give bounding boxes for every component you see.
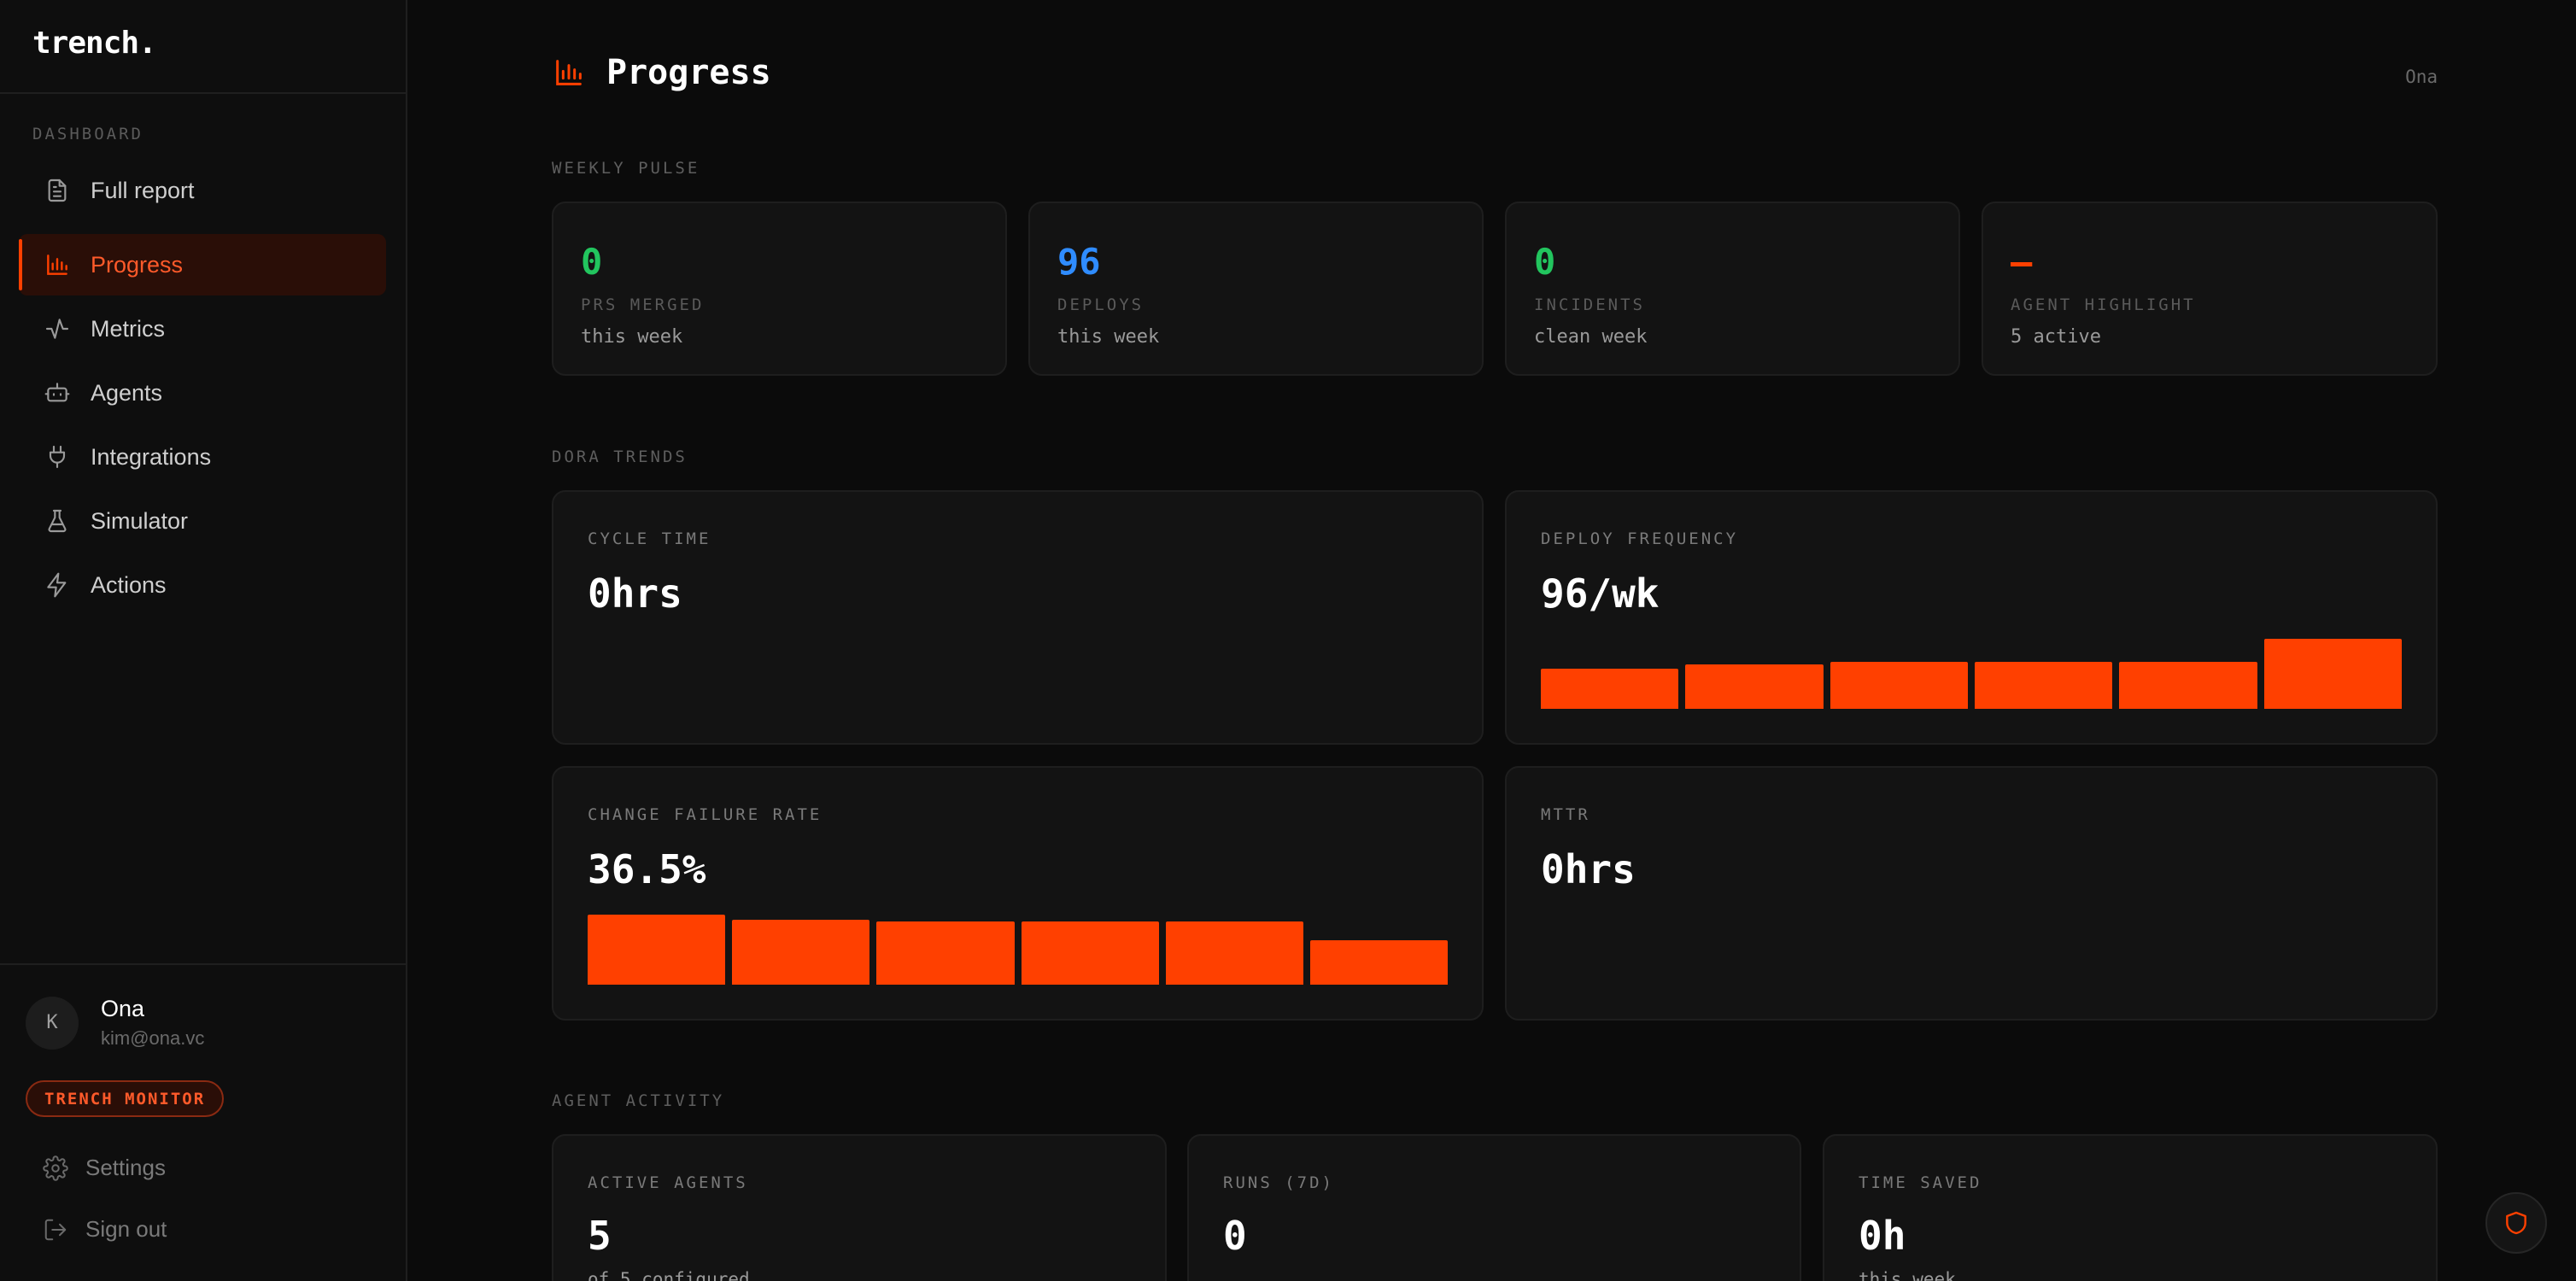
zap-icon (43, 570, 72, 600)
settings-label: Settings (85, 1155, 166, 1180)
user-email: kim@ona.vc (101, 1027, 205, 1049)
pulse-sub: clean week (1534, 326, 1648, 348)
dora-card-deploy-frequency: DEPLOY FREQUENCY 96/wk (1505, 490, 2438, 745)
bar-chart-icon (43, 250, 72, 279)
spark-bar (1021, 921, 1159, 985)
dora-value: 36.5% (588, 846, 706, 892)
spark-bar (876, 921, 1015, 985)
header-user[interactable]: Ona (2405, 67, 2438, 87)
dora-label: MTTR (1541, 805, 1590, 824)
sidebar-item-label: Agents (91, 379, 163, 406)
dora-label: CYCLE TIME (588, 529, 711, 548)
dora-card-change-failure-rate: CHANGE FAILURE RATE 36.5% (552, 766, 1484, 1021)
activity-card-runs: RUNS (7D) 0 (1187, 1134, 1801, 1281)
dora-label: DEPLOY FREQUENCY (1541, 529, 1739, 548)
sidebar-item-label: Full report (91, 177, 195, 203)
activity-card-time-saved: TIME SAVED 0h this week (1823, 1134, 2438, 1281)
bar-chart-icon (556, 60, 582, 85)
spark-bar (1830, 662, 1968, 709)
page-title: Progress (552, 53, 771, 92)
pulse-label: PRS MERGED (581, 295, 705, 314)
pulse-sub: this week (581, 326, 683, 348)
spark-bar (1165, 921, 1303, 985)
pulse-sub: 5 active (2011, 326, 2101, 348)
sidebar-item-actions[interactable]: Actions (19, 554, 386, 616)
sidebar-item-label: Simulator (91, 507, 189, 534)
shield-icon (2506, 1211, 2526, 1235)
sidebar-item-agents[interactable]: Agents (19, 362, 386, 424)
log-out-icon (44, 1219, 67, 1240)
activity-sub: this week (1859, 1269, 1956, 1281)
dora-label: CHANGE FAILURE RATE (588, 805, 823, 824)
file-text-icon (43, 176, 72, 205)
activity-value: 0 (1223, 1213, 1247, 1259)
dora-trends-label: DORA TRENDS (552, 447, 688, 466)
spark-bar (588, 915, 726, 985)
sidebar-item-integrations[interactable]: Integrations (19, 426, 386, 488)
spark-bar (1685, 664, 1824, 709)
spark-bar (1974, 662, 2113, 709)
bot-icon (43, 378, 72, 407)
page-title-text: Progress (606, 53, 771, 92)
weekly-pulse-label: WEEKLY PULSE (552, 159, 700, 178)
dora-card-cycle-time: CYCLE TIME 0hrs (552, 490, 1484, 745)
activity-sub: of 5 configured (588, 1269, 750, 1281)
agent-activity-label: AGENT ACTIVITY (552, 1091, 725, 1110)
spark-bar (1309, 940, 1449, 985)
deploy-frequency-sparkbars (1541, 632, 2402, 709)
pulse-label: INCIDENTS (1534, 295, 1645, 314)
shield-button[interactable] (2485, 1192, 2547, 1254)
activity-value: 0h (1859, 1213, 1906, 1259)
pulse-card-deploys: 96 DEPLOYS this week (1028, 202, 1484, 376)
dora-value: 96/wk (1541, 570, 1660, 617)
activity-card-active-agents: ACTIVE AGENTS 5 of 5 configured (552, 1134, 1167, 1281)
spark-bar (732, 920, 870, 985)
sidebar-divider (0, 92, 407, 94)
sidebar-divider (0, 963, 407, 965)
flask-icon (43, 506, 72, 535)
pulse-card-agent-highlight: — AGENT HIGHLIGHT 5 active (1982, 202, 2438, 376)
pulse-card-incidents: 0 INCIDENTS clean week (1505, 202, 1960, 376)
spark-bar (2263, 639, 2402, 709)
sidebar-item-label: Progress (91, 251, 184, 278)
activity-label: TIME SAVED (1859, 1173, 1982, 1192)
avatar: K (26, 996, 79, 1050)
sidebar-item-label: Integrations (91, 443, 212, 470)
dora-value: 0hrs (1541, 846, 1636, 892)
user-profile[interactable]: K Ona kim@ona.vc (26, 996, 204, 1050)
pulse-sub: this week (1057, 326, 1160, 348)
pulse-value: 0 (581, 241, 603, 283)
activity-value: 5 (588, 1213, 612, 1259)
activity-label: ACTIVE AGENTS (588, 1173, 748, 1192)
spark-bar (2119, 662, 2257, 709)
activity-icon (43, 314, 72, 343)
sidebar: trench. DASHBOARD Full report Progress M… (0, 0, 407, 1281)
dora-card-mttr: MTTR 0hrs (1505, 766, 2438, 1021)
sidebar-item-progress[interactable]: Progress (19, 234, 386, 295)
sidebar-item-simulator[interactable]: Simulator (19, 490, 386, 552)
dora-value: 0hrs (588, 570, 682, 617)
sign-out-link[interactable]: Sign out (43, 1216, 167, 1243)
pulse-label: AGENT HIGHLIGHT (2011, 295, 2196, 314)
sidebar-item-full-report[interactable]: Full report (19, 160, 386, 221)
pulse-card-prs-merged: 0 PRS MERGED this week (552, 202, 1007, 376)
pulse-value: — (2011, 241, 2033, 283)
sign-out-label: Sign out (85, 1216, 167, 1242)
sidebar-section-label: DASHBOARD (32, 125, 143, 143)
pulse-value: 96 (1057, 241, 1101, 283)
pulse-label: DEPLOYS (1057, 295, 1145, 314)
app-logo[interactable]: trench. (32, 26, 157, 61)
sidebar-item-label: Actions (91, 571, 167, 598)
sidebar-item-metrics[interactable]: Metrics (19, 298, 386, 360)
pulse-value: 0 (1534, 241, 1556, 283)
spark-bar (1541, 669, 1679, 709)
plug-icon (43, 442, 72, 471)
change-failure-rate-sparkbars (588, 908, 1449, 985)
gear-icon (43, 1155, 68, 1181)
sidebar-item-label: Metrics (91, 315, 165, 342)
user-name: Ona (101, 996, 145, 1021)
trench-monitor-badge: TRENCH MONITOR (26, 1080, 225, 1117)
activity-label: RUNS (7D) (1223, 1173, 1334, 1192)
settings-link[interactable]: Settings (43, 1155, 166, 1181)
